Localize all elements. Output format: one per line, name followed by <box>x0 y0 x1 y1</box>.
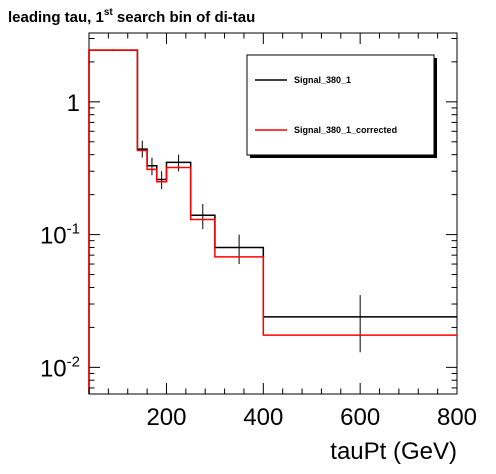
series-step-1 <box>88 49 457 394</box>
x-axis-title: tauPt (GeV) <box>330 438 457 465</box>
x-tick-label: 600 <box>340 404 380 431</box>
y-tick-label: 10-2 <box>40 353 80 382</box>
chart-title-main: leading tau, 1 <box>8 9 104 26</box>
chart-title-superscript: st <box>104 7 114 18</box>
tick-layer: 200 400 600 800 1 10-1 10-2 <box>40 33 477 431</box>
legend-label-signal: Signal_380_1 <box>294 75 351 85</box>
x-tick-label: 400 <box>243 404 283 431</box>
x-tick-label: 200 <box>146 404 186 431</box>
x-tick-label: 800 <box>437 404 477 431</box>
y-tick-label: 1 <box>67 90 80 117</box>
y-tick-label: 10-1 <box>40 221 80 250</box>
chart-title-rest: search bin of di-tau <box>113 9 256 26</box>
chart-title: leading tau, 1st search bin of di-tau <box>8 7 255 26</box>
legend: Signal_380_1 Signal_380_1_corrected <box>246 54 437 158</box>
series-layer <box>88 49 457 394</box>
legend-label-signal-corrected: Signal_380_1_corrected <box>294 125 397 135</box>
legend-box <box>246 54 435 156</box>
